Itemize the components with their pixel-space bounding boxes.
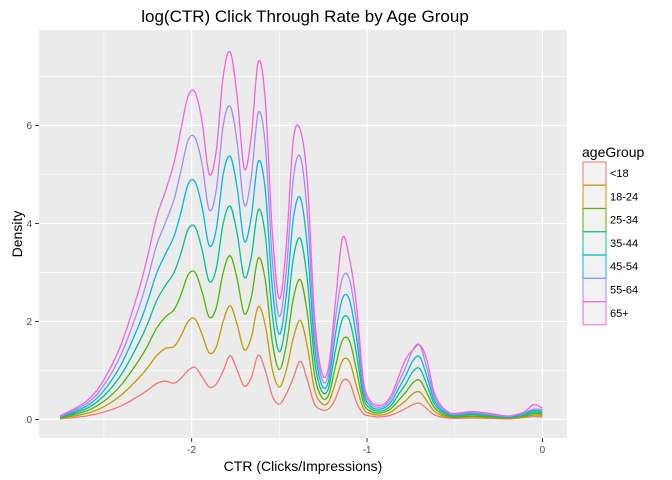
y-axis-title: Density: [9, 211, 25, 258]
legend-label: 45-54: [610, 261, 638, 273]
chart-title: log(CTR) Click Through Rate by Age Group: [141, 7, 469, 26]
x-tick-label: 0: [540, 445, 546, 456]
y-tick-label: 6: [26, 121, 32, 132]
density-line-6: [59, 105, 543, 418]
legend-key: [582, 301, 607, 326]
legend: ageGroup <18 18-24 25-34 35-44 45-54 55-64 65+: [582, 144, 644, 326]
plot-panel: [39, 30, 567, 438]
legend-label: <18: [610, 168, 629, 180]
x-axis: -2 -1 0: [187, 438, 546, 456]
legend-label: 18-24: [610, 191, 638, 203]
density-line-2: [59, 305, 543, 420]
legend-key: [582, 231, 607, 256]
legend-label: 35-44: [610, 238, 638, 250]
density-line-7: [59, 50, 543, 417]
legend-key: [582, 161, 607, 186]
legend-key: [582, 184, 607, 209]
legend-label: 55-64: [610, 285, 638, 297]
density-line-3: [59, 255, 543, 419]
density-line-5: [59, 155, 543, 418]
density-line-4: [59, 205, 543, 419]
legend-title: ageGroup: [582, 144, 644, 160]
y-axis: 0 2 4 6: [26, 121, 39, 426]
x-tick-label: -2: [187, 445, 196, 456]
legend-key: [582, 254, 607, 279]
legend-key: [582, 208, 607, 233]
legend-label: 25-34: [610, 215, 638, 227]
x-axis-title: CTR (Clicks/Impressions): [224, 458, 383, 474]
y-tick-label: 4: [26, 219, 32, 230]
y-tick-label: 2: [26, 317, 32, 328]
x-tick-label: -1: [363, 445, 372, 456]
density-line-1: [59, 354, 543, 420]
density-lines: [59, 50, 543, 420]
legend-key: [582, 278, 607, 302]
y-tick-label: 0: [26, 415, 32, 426]
legend-label: 65+: [610, 308, 629, 320]
